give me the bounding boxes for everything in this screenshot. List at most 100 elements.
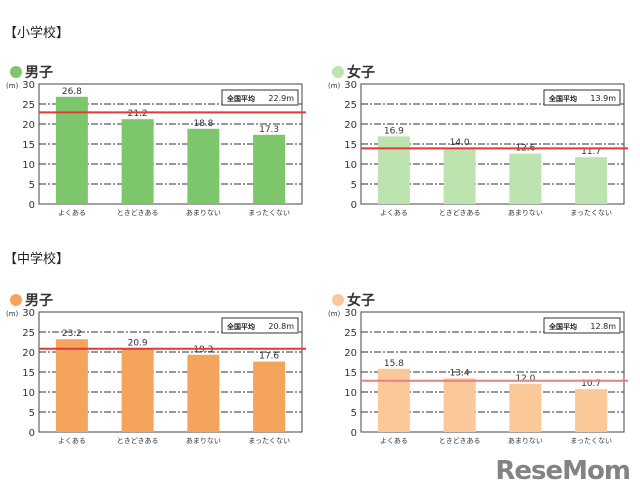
- bar: [121, 348, 154, 432]
- plot-frame: [360, 83, 625, 205]
- x-tick-label: あまりない: [508, 209, 543, 217]
- chart-title-text: 女子: [347, 65, 375, 81]
- average-label: 全国平均: [226, 322, 255, 331]
- chart-junior-high-boys: 男子(m)05101520253023.2よくある20.9ときどきある19.3あ…: [4, 290, 324, 465]
- y-tick-label: 0: [351, 428, 357, 439]
- y-tick-label: 20: [344, 120, 357, 131]
- chart-svg: (m) 0 5 10 15 20 25 30 15.8 よくある 13.4 ときどきある 12.0 あまり…: [328, 308, 628, 445]
- x-tick-label: よくある: [380, 437, 408, 445]
- bar: [187, 128, 220, 204]
- bar: [55, 96, 88, 204]
- average-value: 22.9m: [268, 94, 294, 103]
- legend-dot-icon: [10, 294, 22, 306]
- data-label: 18.8: [193, 119, 213, 129]
- bar: [509, 384, 542, 432]
- chart-title-text: 女子: [347, 293, 375, 309]
- x-tick-label: あまりない: [508, 437, 543, 445]
- y-axis-unit: (m): [328, 310, 341, 318]
- x-tick-label: まったくない: [570, 437, 612, 445]
- x-tick-label: まったくない: [248, 437, 290, 445]
- chart-title-text: 男子: [25, 293, 53, 309]
- y-tick-label: 10: [22, 160, 35, 171]
- chart-title: 女子: [332, 290, 375, 310]
- bar: [509, 153, 542, 204]
- data-label: 21.2: [128, 109, 148, 119]
- y-tick-label: 10: [22, 388, 35, 399]
- legend-dot-icon: [10, 66, 22, 78]
- y-tick-label: 10: [344, 160, 357, 171]
- bar: [443, 378, 476, 432]
- y-tick-label: 20: [22, 348, 35, 359]
- plot-frame: [38, 311, 303, 433]
- bar: [575, 389, 608, 432]
- data-label: 23.2: [62, 329, 82, 339]
- average-value: 13.9m: [590, 94, 616, 103]
- average-box: [543, 317, 621, 334]
- y-tick-label: 20: [22, 120, 35, 131]
- y-tick-label: 20: [344, 348, 357, 359]
- x-tick-label: ときどきある: [439, 437, 481, 445]
- chart-junior-high-girls: 女子 (m) 0 5 10 15 20 25 30 15.8 よくある 13.4 ときどきある 12.0 あ…: [326, 290, 640, 465]
- y-tick-label: 30: [22, 308, 35, 319]
- bar: [55, 339, 88, 432]
- x-tick-label: よくある: [58, 209, 86, 217]
- chart-svg: (m)05101520253023.2よくある20.9ときどきある19.3あまり…: [6, 308, 306, 445]
- watermark-logo: ReseMom: [495, 456, 631, 486]
- y-tick-label: 5: [29, 408, 35, 419]
- data-label: 12.0: [515, 374, 535, 384]
- bar: [443, 148, 476, 204]
- data-label: 10.7: [581, 379, 601, 389]
- y-tick-label: 25: [22, 100, 35, 111]
- y-tick-label: 0: [29, 428, 35, 439]
- average-label: 全国平均: [226, 94, 255, 103]
- section-heading-elementary: 【小学校】: [4, 26, 70, 41]
- y-axis-unit: (m): [6, 82, 19, 90]
- chart-title: 男子: [10, 62, 53, 82]
- section-heading-junior-high: 【中学校】: [4, 252, 70, 267]
- chart-title-text: 男子: [25, 65, 53, 81]
- y-tick-label: 25: [344, 328, 357, 339]
- average-value: 20.8m: [268, 322, 294, 331]
- chart-title: 男子: [10, 290, 53, 310]
- x-tick-label: あまりない: [186, 437, 221, 445]
- data-label: 14.0: [450, 138, 470, 148]
- bar: [377, 136, 410, 204]
- legend-dot-icon: [332, 294, 344, 306]
- data-label: 17.6: [259, 352, 279, 362]
- y-tick-label: 0: [29, 200, 35, 211]
- bar: [377, 368, 410, 432]
- average-label: 全国平均: [548, 94, 577, 103]
- bar: [253, 134, 286, 204]
- data-label: 13.4: [450, 368, 470, 378]
- chart-svg: (m) 0 5 10 15 20 25 30 26.8 よくある 21.2 ときどきある 18.8 あまり…: [6, 80, 306, 217]
- plot-frame: [38, 83, 303, 205]
- chart-svg: (m)05101520253016.9よくある14.0ときどきある12.6あまり…: [328, 80, 628, 217]
- y-tick-label: 10: [344, 388, 357, 399]
- bar: [187, 354, 220, 432]
- plot-frame: [360, 311, 625, 433]
- data-label: 20.9: [128, 338, 148, 348]
- data-label: 16.9: [384, 126, 404, 136]
- y-tick-label: 30: [22, 80, 35, 91]
- x-tick-label: まったくない: [570, 209, 612, 217]
- bar: [253, 361, 286, 432]
- x-tick-label: まったくない: [248, 209, 290, 217]
- chart-elementary-girls: 女子 (m) 0 5 10 15 20 25 30 16.9 よくある 14.0 ときどきある 12.6 あ…: [326, 62, 640, 237]
- y-tick-label: 30: [344, 80, 357, 91]
- x-tick-label: ときどきある: [117, 209, 159, 217]
- x-tick-label: よくある: [58, 437, 86, 445]
- x-tick-label: あまりない: [186, 209, 221, 217]
- legend-dot-icon: [332, 66, 344, 78]
- x-tick-label: ときどきある: [439, 209, 481, 217]
- y-tick-label: 5: [29, 180, 35, 191]
- chart-elementary-boys: 男子 (m) 0 5 10 15 20 25 30 26.8 よくある 21.2 ときどきある 18.8 あ…: [4, 62, 324, 237]
- bar: [121, 119, 154, 204]
- y-tick-label: 25: [22, 328, 35, 339]
- x-tick-label: ときどきある: [117, 437, 159, 445]
- bar: [575, 157, 608, 204]
- average-box: [543, 89, 621, 106]
- average-box: [221, 89, 299, 106]
- y-tick-label: 30: [344, 308, 357, 319]
- chart-title: 女子: [332, 62, 375, 82]
- average-value: 12.8m: [590, 322, 616, 331]
